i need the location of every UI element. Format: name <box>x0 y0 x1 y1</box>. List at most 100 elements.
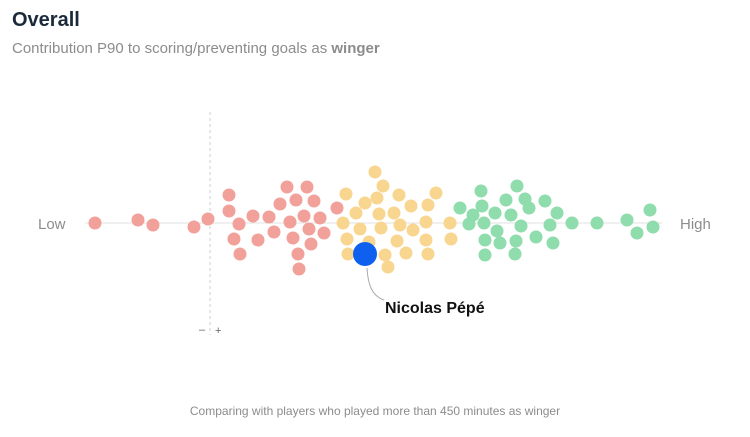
player-dot-high <box>565 216 579 230</box>
player-dot-high <box>550 206 564 220</box>
axis-label-low: Low <box>38 216 66 233</box>
player-dot-mid <box>336 216 350 230</box>
player-dot-low <box>286 231 300 245</box>
player-dot-mid <box>390 234 404 248</box>
player-dot-low <box>289 193 303 207</box>
player-dot-high <box>493 236 507 250</box>
player-dot-mid <box>443 216 457 230</box>
player-dot-high <box>499 193 513 207</box>
player-dot-low <box>304 237 318 251</box>
player-dot-high <box>475 199 489 213</box>
player-dot-high <box>508 247 522 261</box>
player-dot-mid <box>404 199 418 213</box>
player-dot-mid <box>339 187 353 201</box>
player-dot-high <box>478 233 492 247</box>
player-dot-mid <box>368 165 382 179</box>
player-dot-mid <box>349 206 363 220</box>
player-dot-low <box>300 180 314 194</box>
page-title: Overall <box>12 9 80 31</box>
player-dot-high <box>630 226 644 240</box>
player-dot-mid <box>444 232 458 246</box>
player-dot-low <box>232 217 246 231</box>
player-dot-low <box>292 262 306 276</box>
highlight-player-label: Nicolas Pépé <box>385 300 485 317</box>
highlight-group <box>353 242 377 266</box>
player-dot-mid <box>381 260 395 274</box>
player-dot-high <box>488 206 502 220</box>
player-dot-mid <box>399 246 413 260</box>
player-dot-high <box>543 218 557 232</box>
player-dot-mid <box>340 232 354 246</box>
player-dot-high <box>646 220 660 234</box>
player-dot-low <box>131 213 145 227</box>
player-dot-low <box>283 215 297 229</box>
player-dot-high <box>510 179 524 193</box>
player-dot-high <box>453 201 467 215</box>
player-dot-mid <box>392 188 406 202</box>
player-dots <box>88 165 660 276</box>
player-dot-high <box>620 213 634 227</box>
player-dot-mid <box>341 247 355 261</box>
player-dot-mid <box>378 248 392 262</box>
minus-sign: – <box>199 324 206 336</box>
player-dot-mid <box>358 196 372 210</box>
player-dot-low <box>251 233 265 247</box>
player-dot-low <box>227 232 241 246</box>
page-subtitle: Contribution P90 to scoring/preventing g… <box>12 40 380 57</box>
player-dot-mid <box>374 221 388 235</box>
player-dot-low <box>317 226 331 240</box>
player-dot-mid <box>372 207 386 221</box>
player-dot-high <box>546 236 560 250</box>
player-dot-high <box>529 230 543 244</box>
player-dot-mid <box>370 191 384 205</box>
player-dot-high <box>590 216 604 230</box>
player-dot-high <box>474 184 488 198</box>
highlight-player-dot <box>353 242 377 266</box>
player-dot-low <box>297 209 311 223</box>
player-dot-low <box>246 209 260 223</box>
player-dot-low <box>302 222 316 236</box>
player-dot-low <box>88 216 102 230</box>
player-dot-low <box>280 180 294 194</box>
player-dot-low <box>146 218 160 232</box>
player-dot-high <box>514 219 528 233</box>
player-dot-high <box>466 208 480 222</box>
player-dot-mid <box>429 186 443 200</box>
player-dot-low <box>273 197 287 211</box>
highlight-leader-line <box>366 267 385 301</box>
subtitle-position: winger <box>331 40 380 57</box>
subtitle-prefix: Contribution P90 to scoring/preventing g… <box>12 40 332 57</box>
player-dot-low <box>307 194 321 208</box>
player-dot-low <box>267 225 281 239</box>
player-dot-low <box>291 247 305 261</box>
player-dot-low <box>201 212 215 226</box>
player-dot-high <box>504 208 518 222</box>
player-dot-high <box>538 194 552 208</box>
plus-sign: + <box>215 325 221 337</box>
player-dot-low <box>222 204 236 218</box>
player-dot-mid <box>419 215 433 229</box>
player-dot-low <box>222 188 236 202</box>
player-dot-mid <box>376 179 390 193</box>
player-dot-mid <box>393 218 407 232</box>
player-dot-mid <box>419 233 433 247</box>
player-dot-high <box>522 201 536 215</box>
player-dot-low <box>187 220 201 234</box>
player-dot-high <box>643 203 657 217</box>
footnote: Comparing with players who played more t… <box>189 404 561 418</box>
player-dot-low <box>313 211 327 225</box>
player-dot-high <box>477 216 491 230</box>
player-dot-low <box>233 247 247 261</box>
player-dot-mid <box>421 247 435 261</box>
axis-label-high: High <box>680 216 711 233</box>
player-dot-mid <box>421 198 435 212</box>
player-dot-low <box>330 201 344 215</box>
player-dot-high <box>509 234 523 248</box>
player-dot-mid <box>353 222 367 236</box>
player-dot-mid <box>387 206 401 220</box>
player-dot-high <box>490 224 504 238</box>
player-dot-mid <box>406 223 420 237</box>
player-dot-high <box>478 248 492 262</box>
player-dot-low <box>262 210 276 224</box>
